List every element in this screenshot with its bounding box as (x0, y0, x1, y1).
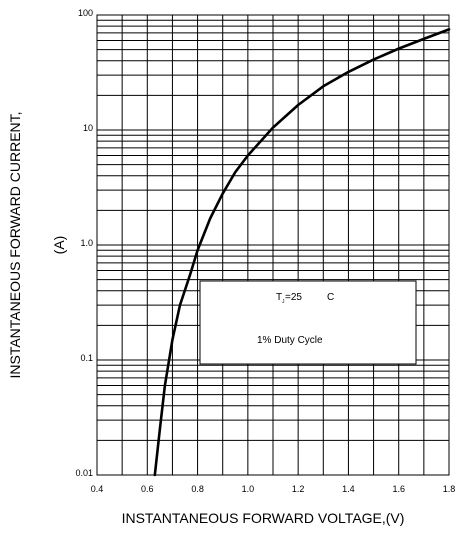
y-tick-label: 0.01 (75, 468, 93, 478)
annotation-temp-sub: J (282, 299, 285, 305)
x-tick-label: 1.2 (292, 484, 305, 494)
x-tick-label: 1.0 (242, 484, 255, 494)
annotation-temp-t: T (276, 292, 282, 303)
annotation-duty-cycle: 1% Duty Cycle (257, 335, 323, 346)
y-axis-title-unit: (A) (51, 236, 67, 255)
x-tick-label: 0.6 (141, 484, 154, 494)
x-tick-label: 0.8 (191, 484, 204, 494)
forward-current-curve (153, 28, 451, 477)
plot-frame (96, 14, 450, 476)
curve-layer (153, 28, 451, 477)
y-tick-label: 10 (83, 123, 93, 133)
tick-labels: 0.4 0.6 0.8 1.0 1.2 1.4 1.6 1.8 0.01 0.1 1.0 10 100 (75, 8, 455, 494)
x-tick-label: 1.8 (443, 484, 456, 494)
x-tick-label: 1.4 (342, 484, 355, 494)
grid (97, 15, 449, 475)
x-tick-label: 1.6 (392, 484, 405, 494)
annotation-box: T J =25 C 1% Duty Cycle (199, 280, 417, 365)
x-axis-title: INSTANTANEOUS FORWARD VOLTAGE,(V) (122, 510, 405, 526)
y-tick-label: 100 (78, 8, 93, 18)
y-tick-label: 1.0 (80, 238, 93, 248)
annotation-temp-unit: C (327, 292, 334, 303)
annotation-temp-value: =25 (285, 292, 302, 303)
y-axis-title: INSTANTANEOUS FORWARD CURRENT, (7, 111, 23, 378)
y-tick-label: 0.1 (80, 353, 93, 363)
x-tick-label: 0.4 (91, 484, 104, 494)
annotation-box-bg (199, 280, 417, 365)
